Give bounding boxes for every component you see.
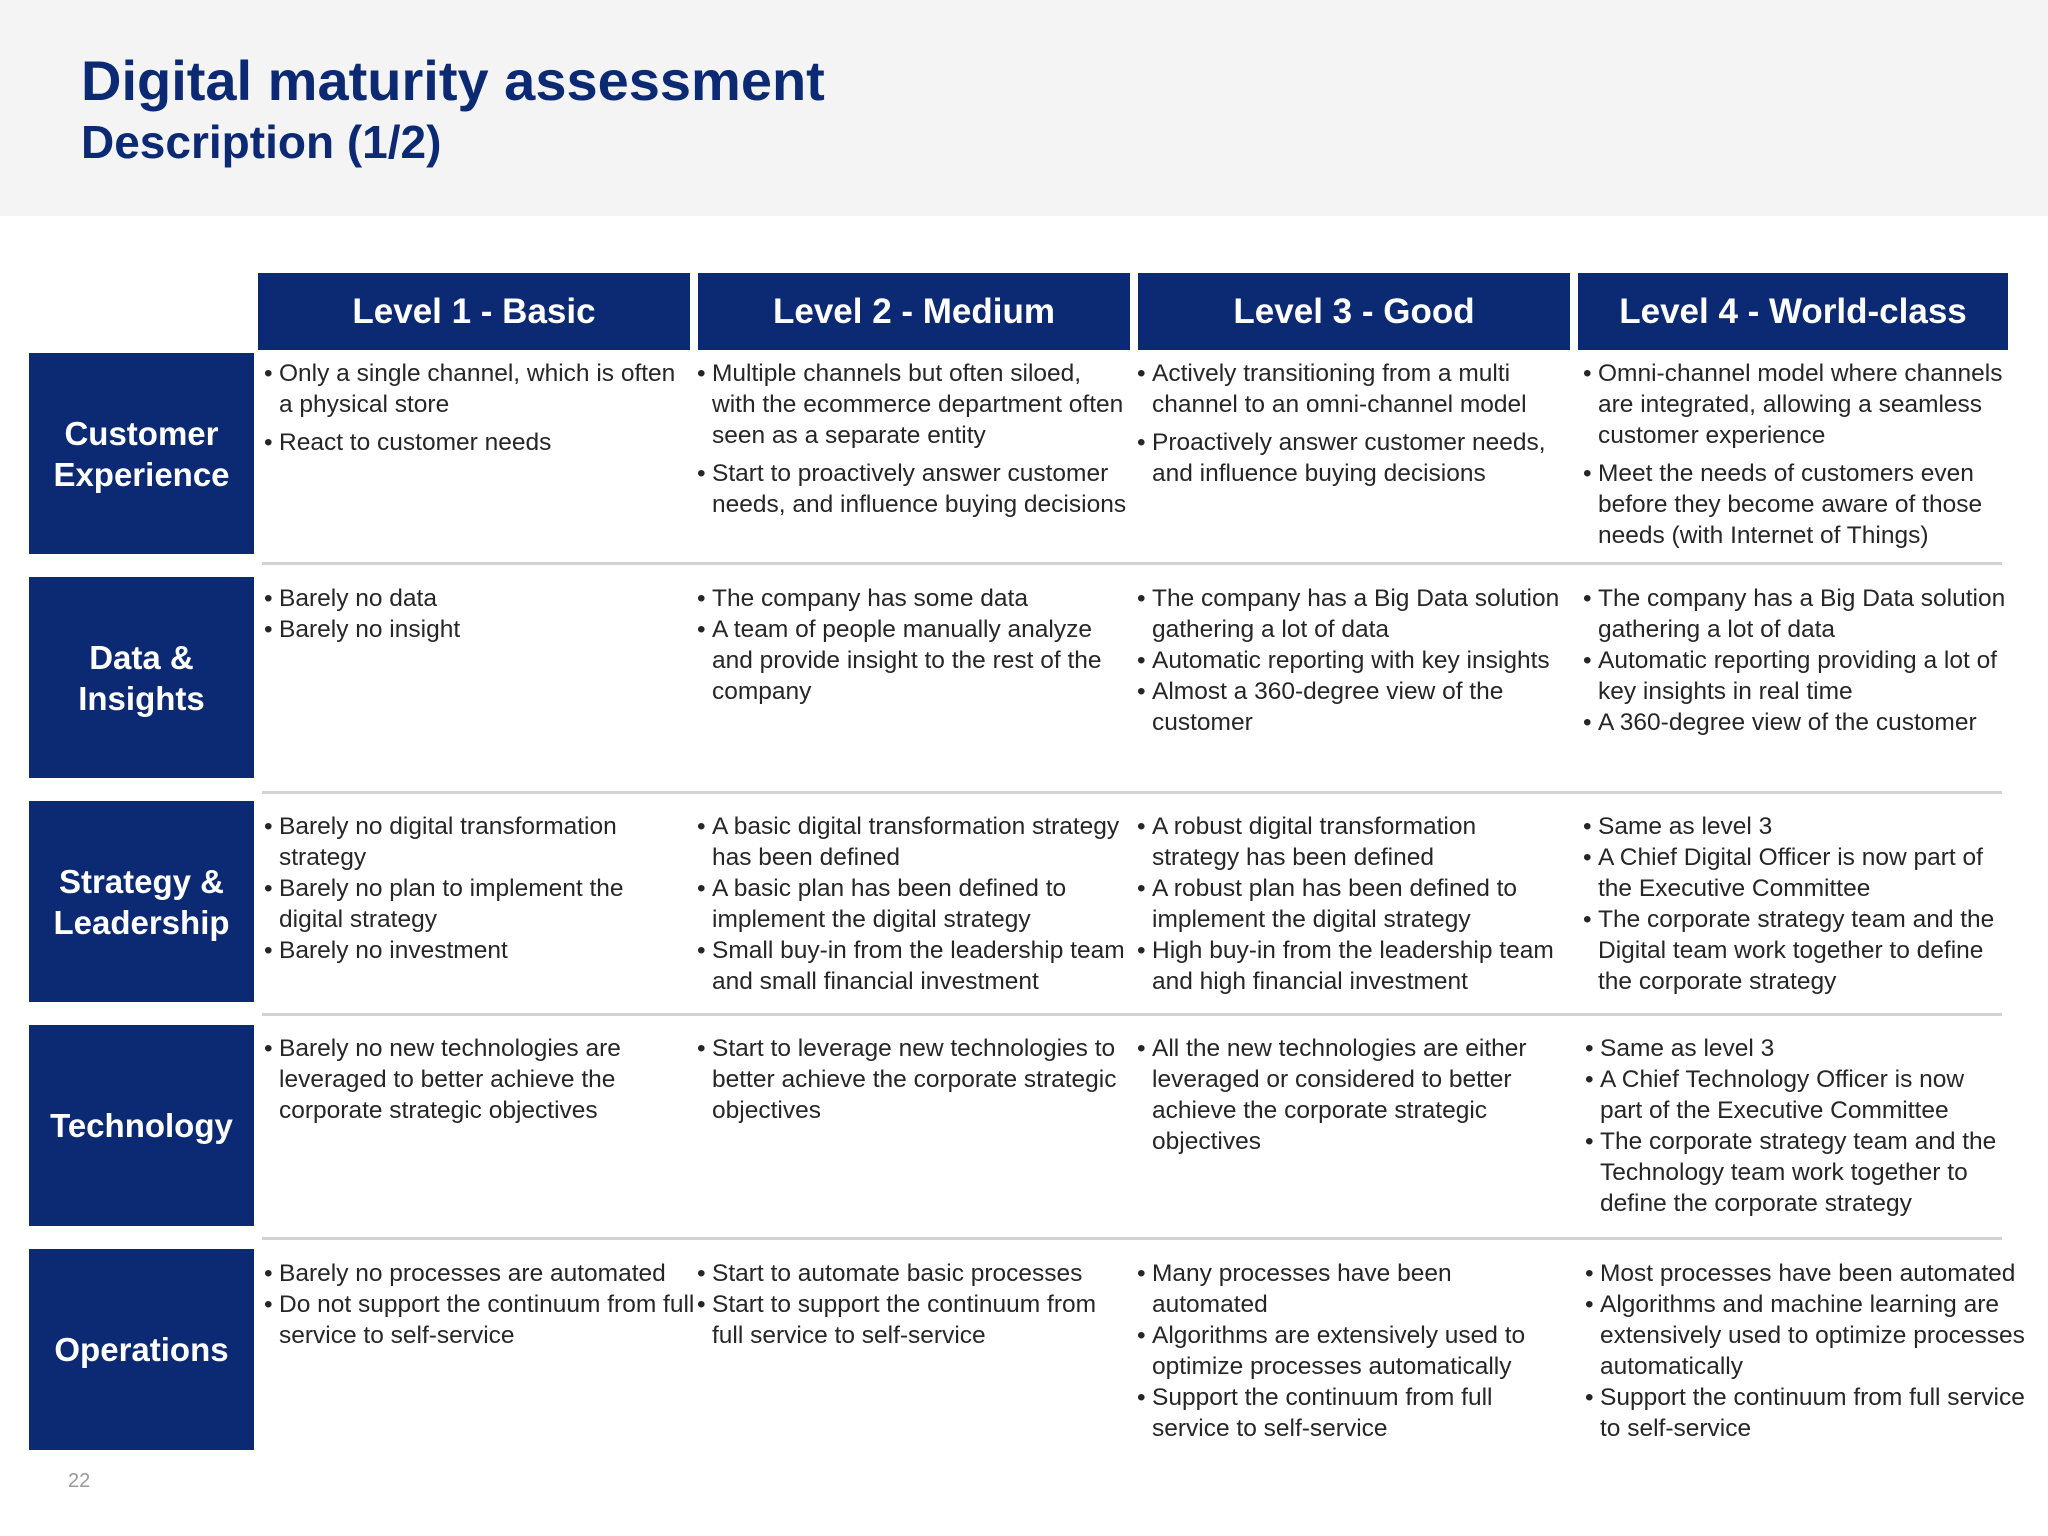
row-label-line: Data & <box>89 638 194 676</box>
row-label-line: Operations <box>54 1331 229 1368</box>
bullet-item: The company has a Big Data solution gath… <box>1583 583 2008 645</box>
bullet-item: Barely no investment <box>264 935 689 966</box>
bullet-item: Almost a 360-degree view of the customer <box>1137 676 1572 738</box>
bullet-item: Support the continuum from full service … <box>1137 1382 1567 1444</box>
page-number: 22 <box>68 1470 91 1492</box>
cell-strategy-leadership-level-4: Same as level 3 A Chief Digital Officer … <box>1583 811 2008 997</box>
cell-data-insights-level-3: The company has a Big Data solution gath… <box>1137 583 1572 738</box>
cell-technology-level-2: Start to leverage new technologies to be… <box>697 1033 1127 1126</box>
cell-operations-level-4: Most processes have been automated Algor… <box>1585 1258 2025 1444</box>
row-label-line: Leadership <box>53 903 230 941</box>
bullet-item: Only a single channel, which is often a … <box>264 358 689 420</box>
level-2-header: Level 2 - Medium <box>698 273 1130 350</box>
bullet-item: Actively transitioning from a multi chan… <box>1137 358 1567 420</box>
row-header-strategy-leadership: Strategy & Leadership <box>29 801 254 1002</box>
row-label-line: Insights <box>78 679 205 717</box>
bullet-item: Multiple channels but often siloed, with… <box>697 358 1127 451</box>
row-divider <box>262 562 2002 565</box>
bullet-item: A Chief Technology Officer is now part o… <box>1585 1064 2010 1126</box>
bullet-item: A 360-degree view of the customer <box>1583 707 2008 738</box>
bullet-item: Omni-channel model where channels are in… <box>1583 358 2008 451</box>
cell-customer-experience-level-4: Omni-channel model where channels are in… <box>1583 358 2008 558</box>
bullet-item: The corporate strategy team and the Tech… <box>1585 1126 2010 1219</box>
bullet-item: All the new technologies are either leve… <box>1137 1033 1567 1157</box>
bullet-item: Support the continuum from full service … <box>1585 1382 2025 1444</box>
bullet-item: A Chief Digital Officer is now part of t… <box>1583 842 2008 904</box>
bullet-item: High buy-in from the leadership team and… <box>1137 935 1567 997</box>
cell-operations-level-2: Start to automate basic processes Start … <box>697 1258 1127 1351</box>
bullet-item: Small buy-in from the leadership team an… <box>697 935 1127 997</box>
level-3-header: Level 3 - Good <box>1138 273 1570 350</box>
bullet-item: Barely no plan to implement the digital … <box>264 873 689 935</box>
cell-customer-experience-level-3: Actively transitioning from a multi chan… <box>1137 358 1567 496</box>
bullet-item: Barely no new technologies are leveraged… <box>264 1033 689 1126</box>
cell-customer-experience-level-1: Only a single channel, which is often a … <box>264 358 689 465</box>
row-label-line: Customer <box>64 414 219 452</box>
header-band <box>0 0 2048 216</box>
bullet-item: Algorithms are extensively used to optim… <box>1137 1320 1567 1382</box>
bullet-item: The company has some data <box>697 583 1127 614</box>
bullet-item: A basic plan has been defined to impleme… <box>697 873 1127 935</box>
bullet-item: Do not support the continuum from full s… <box>264 1289 699 1351</box>
cell-strategy-leadership-level-2: A basic digital transformation strategy … <box>697 811 1127 997</box>
bullet-item: Start to support the continuum from full… <box>697 1289 1127 1351</box>
row-label-line: Technology <box>50 1107 233 1144</box>
cell-data-insights-level-2: The company has some data A team of peop… <box>697 583 1127 707</box>
bullet-item: The corporate strategy team and the Digi… <box>1583 904 2008 997</box>
bullet-item: A robust digital transformation strategy… <box>1137 811 1567 873</box>
cell-customer-experience-level-2: Multiple channels but often siloed, with… <box>697 358 1127 527</box>
cell-technology-level-3: All the new technologies are either leve… <box>1137 1033 1567 1157</box>
cell-operations-level-3: Many processes have been automated Algor… <box>1137 1258 1567 1444</box>
row-divider <box>262 1013 2002 1016</box>
level-1-header: Level 1 - Basic <box>258 273 690 350</box>
row-header-technology: Technology <box>29 1025 254 1226</box>
bullet-item: A robust plan has been defined to implem… <box>1137 873 1567 935</box>
bullet-item: A team of people manually analyze and pr… <box>697 614 1127 707</box>
bullet-item: React to customer needs <box>264 427 689 458</box>
cell-data-insights-level-1: Barely no data Barely no insight <box>264 583 689 645</box>
cell-technology-level-4: Same as level 3 A Chief Technology Offic… <box>1585 1033 2010 1219</box>
cell-data-insights-level-4: The company has a Big Data solution gath… <box>1583 583 2008 738</box>
row-label-line: Experience <box>53 455 230 493</box>
bullet-item: Start to automate basic processes <box>697 1258 1127 1289</box>
bullet-item: Same as level 3 <box>1583 811 2008 842</box>
bullet-item: Same as level 3 <box>1585 1033 2010 1064</box>
page-subtitle: Description (1/2) <box>81 116 442 168</box>
page-title: Digital maturity assessment <box>81 49 825 112</box>
bullet-item: Automatic reporting with key insights <box>1137 645 1572 676</box>
row-header-data-insights: Data & Insights <box>29 577 254 778</box>
row-header-customer-experience: Customer Experience <box>29 353 254 554</box>
cell-strategy-leadership-level-3: A robust digital transformation strategy… <box>1137 811 1567 997</box>
row-divider <box>262 1237 2002 1240</box>
bullet-item: The company has a Big Data solution gath… <box>1137 583 1572 645</box>
bullet-item: Barely no processes are automated <box>264 1258 699 1289</box>
bullet-item: Barely no insight <box>264 614 689 645</box>
bullet-item: Barely no data <box>264 583 689 614</box>
bullet-item: Proactively answer customer needs, and i… <box>1137 427 1567 489</box>
bullet-item: Barely no digital transformation strateg… <box>264 811 689 873</box>
cell-technology-level-1: Barely no new technologies are leveraged… <box>264 1033 689 1126</box>
level-4-header: Level 4 - World-class <box>1578 273 2008 350</box>
bullet-item: Start to proactively answer customer nee… <box>697 458 1127 520</box>
bullet-item: Automatic reporting providing a lot of k… <box>1583 645 2008 707</box>
bullet-item: A basic digital transformation strategy … <box>697 811 1127 873</box>
cell-operations-level-1: Barely no processes are automated Do not… <box>264 1258 699 1351</box>
bullet-item: Algorithms and machine learning are exte… <box>1585 1289 2025 1382</box>
bullet-item: Meet the needs of customers even before … <box>1583 458 2008 551</box>
row-label-line: Strategy & <box>58 862 225 900</box>
cell-strategy-leadership-level-1: Barely no digital transformation strateg… <box>264 811 689 966</box>
bullet-item: Start to leverage new technologies to be… <box>697 1033 1127 1126</box>
bullet-item: Many processes have been automated <box>1137 1258 1567 1320</box>
bullet-item: Most processes have been automated <box>1585 1258 2025 1289</box>
row-divider <box>262 791 2002 794</box>
row-header-operations: Operations <box>29 1249 254 1450</box>
